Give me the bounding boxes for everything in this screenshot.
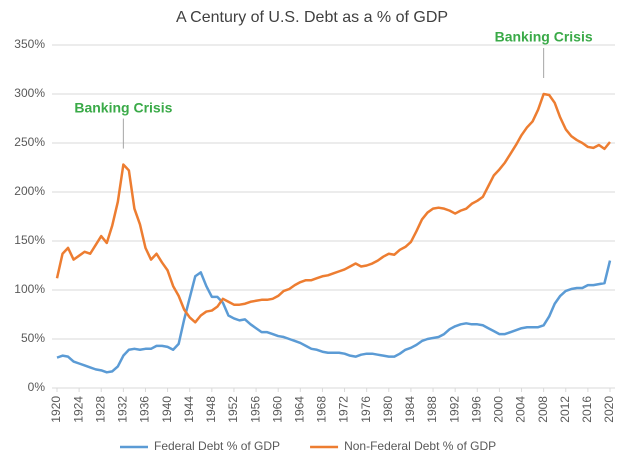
- x-tick-label: 1948: [204, 396, 218, 423]
- annotation: Banking Crisis: [495, 29, 593, 45]
- y-tick-label: 250%: [14, 135, 45, 149]
- x-tick-label: 1992: [447, 396, 461, 423]
- legend-label: Federal Debt % of GDP: [154, 439, 280, 453]
- chart-title: A Century of U.S. Debt as a % of GDP: [176, 9, 448, 26]
- y-tick-label: 100%: [14, 282, 45, 296]
- x-tick-label: 1968: [315, 396, 329, 423]
- x-tick-label: 1956: [248, 396, 262, 423]
- x-tick-label: 1936: [138, 396, 152, 423]
- y-tick-label: 50%: [21, 331, 45, 345]
- y-tick-label: 0%: [28, 380, 46, 394]
- x-tick-label: 2020: [602, 396, 616, 423]
- x-tick-label: 1920: [49, 396, 63, 423]
- series-line: [55, 92, 611, 324]
- y-tick-label: 300%: [14, 86, 45, 100]
- x-tick-label: 2000: [492, 396, 506, 423]
- x-tick-label: 1964: [292, 396, 306, 423]
- x-tick-label: 1972: [337, 396, 351, 423]
- x-tick-label: 1980: [381, 396, 395, 423]
- x-tick-label: 1944: [182, 396, 196, 423]
- x-tick-label: 1976: [359, 396, 373, 423]
- x-tick-label: 1988: [425, 396, 439, 423]
- x-tick-label: 1932: [116, 396, 130, 423]
- x-tick-label: 2008: [536, 396, 550, 423]
- x-tick-label: 1940: [160, 396, 174, 423]
- x-tick-label: 2012: [558, 396, 572, 423]
- series-line: [56, 260, 612, 374]
- x-tick-label: 2004: [514, 396, 528, 423]
- annotation: Banking Crisis: [74, 99, 172, 115]
- x-tick-label: 2016: [580, 396, 594, 423]
- x-tick-label: 1960: [270, 396, 284, 423]
- x-tick-label: 1924: [71, 396, 85, 423]
- x-tick-label: 1928: [93, 396, 107, 423]
- x-tick-label: 1952: [226, 396, 240, 423]
- x-tick-label: 1996: [469, 396, 483, 423]
- y-tick-label: 350%: [14, 37, 45, 51]
- legend-label: Non-Federal Debt % of GDP: [344, 439, 496, 453]
- x-tick-label: 1984: [403, 396, 417, 423]
- y-tick-label: 200%: [14, 184, 45, 198]
- y-tick-label: 150%: [14, 233, 45, 247]
